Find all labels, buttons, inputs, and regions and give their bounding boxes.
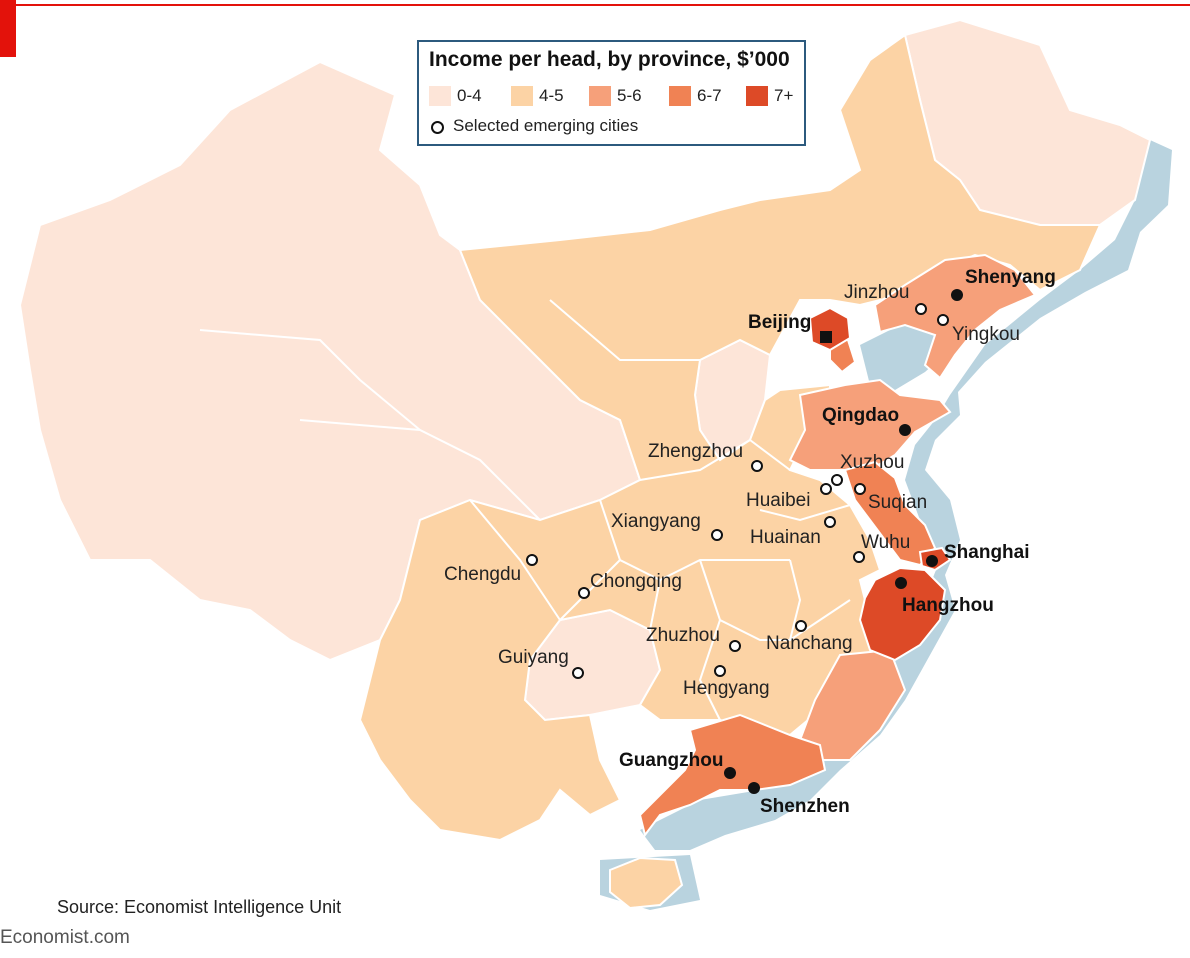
label-yingkou: Yingkou xyxy=(952,324,1020,345)
city-marker-chongqing xyxy=(578,587,590,599)
region-shandong xyxy=(788,378,952,471)
region-liaoning xyxy=(873,253,1037,380)
region-zhejiang xyxy=(858,566,947,662)
map-legend: Income per head, by province, $’000 0-4 … xyxy=(417,40,806,146)
label-shenzhen: Shenzhen xyxy=(760,796,850,817)
city-dot-shenzhen xyxy=(748,782,760,794)
legend-swatch xyxy=(746,86,768,106)
city-marker-suqian xyxy=(854,483,866,495)
label-guangzhou: Guangzhou xyxy=(619,750,723,771)
capital-marker-beijing xyxy=(820,331,832,343)
legend-title: Income per head, by province, $’000 xyxy=(429,48,790,71)
city-marker-zhuzhou xyxy=(729,640,741,652)
legend-swatch xyxy=(589,86,611,106)
label-guiyang: Guiyang xyxy=(498,647,569,668)
label-wuhu: Wuhu xyxy=(861,532,910,553)
bohai-sea xyxy=(860,325,950,390)
legend-swatch xyxy=(669,86,691,106)
legend-bin-label: 7+ xyxy=(774,86,794,105)
city-marker-wuhu xyxy=(853,551,865,563)
label-zhengzhou: Zhengzhou xyxy=(648,441,743,462)
city-marker-xiangyang xyxy=(711,529,723,541)
region-central xyxy=(358,33,1102,842)
label-nanchang: Nanchang xyxy=(766,633,853,654)
brand-footer: Economist.com xyxy=(0,927,130,948)
city-dot-shenyang xyxy=(951,289,963,301)
legend-bin-label: 6-7 xyxy=(697,86,722,105)
city-marker-huainan xyxy=(824,516,836,528)
city-marker-chengdu xyxy=(526,554,538,566)
brand-red-tab xyxy=(0,0,16,57)
province-borders xyxy=(199,299,851,721)
city-marker-xuzhou xyxy=(831,474,843,486)
source-note: Source: Economist Intelligence Unit xyxy=(57,897,342,917)
legend-bin-label: 0-4 xyxy=(457,86,482,105)
legend-city-label: Selected emerging cities xyxy=(453,116,639,135)
label-xiangyang: Xiangyang xyxy=(611,511,701,532)
city-dot-guangzhou xyxy=(724,767,736,779)
label-huainan: Huainan xyxy=(750,527,821,548)
region-hainan xyxy=(609,856,684,910)
label-qingdao: Qingdao xyxy=(822,405,899,426)
city-marker-yingkou xyxy=(937,314,949,326)
city-marker-jinzhou xyxy=(915,303,927,315)
city-marker-guiyang xyxy=(572,667,584,679)
legend-swatch xyxy=(511,86,533,106)
city-marker-hengyang xyxy=(714,665,726,677)
label-hengyang: Hengyang xyxy=(683,678,770,699)
legend-bin-label: 4-5 xyxy=(539,86,564,105)
top-rule xyxy=(0,4,1190,6)
label-chongqing: Chongqing xyxy=(590,571,682,592)
label-hangzhou: Hangzhou xyxy=(902,595,994,616)
legend-swatch xyxy=(429,86,451,106)
label-xuzhou: Xuzhou xyxy=(840,452,904,473)
label-suqian: Suqian xyxy=(868,492,927,513)
city-labels: Beijing Shenyang Jinzhou Yingkou Qingdao… xyxy=(444,267,1056,817)
region-fujian xyxy=(798,648,907,761)
city-dot-hangzhou xyxy=(895,577,907,589)
city-marker-nanchang xyxy=(795,620,807,632)
city-dot-shanghai xyxy=(926,555,938,567)
label-shenyang: Shenyang xyxy=(965,267,1056,288)
label-beijing: Beijing xyxy=(748,312,811,333)
label-huaibei: Huaibei xyxy=(746,490,810,511)
label-chengdu: Chengdu xyxy=(444,564,521,585)
city-dot-qingdao xyxy=(899,424,911,436)
city-markers xyxy=(526,289,963,794)
city-marker-huaibei xyxy=(820,483,832,495)
label-zhuzhou: Zhuzhou xyxy=(646,625,720,646)
city-marker-zhengzhou xyxy=(751,460,763,472)
coastal-sea xyxy=(640,140,1172,850)
open-circle-icon xyxy=(431,121,444,134)
legend-bin-label: 5-6 xyxy=(617,86,642,105)
label-jinzhou: Jinzhou xyxy=(844,282,910,303)
label-shanghai: Shanghai xyxy=(944,542,1030,563)
